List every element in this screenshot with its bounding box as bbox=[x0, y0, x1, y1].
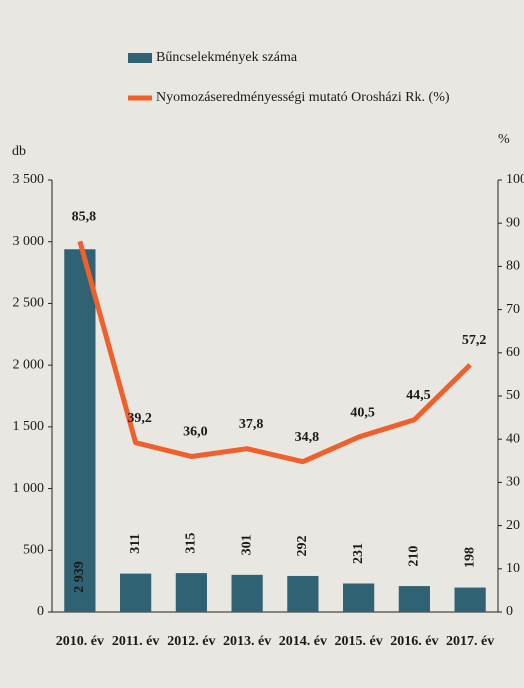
x-tick-label: 2015. év bbox=[335, 634, 383, 649]
line-value-label: 39,2 bbox=[127, 411, 152, 426]
bar-value-label: 198 bbox=[462, 547, 477, 568]
bar bbox=[175, 573, 207, 612]
y2-tick-label: 20 bbox=[506, 518, 520, 533]
y2-tick-label: 0 bbox=[506, 604, 513, 619]
bar-value-label: 315 bbox=[184, 533, 199, 554]
y2-tick-label: 30 bbox=[506, 475, 520, 490]
y2-tick-label: 40 bbox=[506, 431, 520, 446]
bar bbox=[454, 587, 486, 612]
y-tick-label: 2 000 bbox=[13, 357, 45, 372]
y-tick-label: 3 500 bbox=[13, 172, 45, 187]
x-tick-label: 2017. év bbox=[446, 634, 494, 649]
line-value-label: 34,8 bbox=[295, 430, 320, 445]
x-tick-label: 2016. év bbox=[390, 634, 438, 649]
bar bbox=[287, 575, 319, 612]
y-tick-label: 2 500 bbox=[13, 296, 45, 311]
x-tick-label: 2012. év bbox=[167, 634, 215, 649]
line-value-label: 44,5 bbox=[406, 388, 431, 403]
line bbox=[77, 240, 472, 465]
bar bbox=[343, 583, 375, 612]
y-tick-label: 1 500 bbox=[13, 419, 45, 434]
line-value-label: 37,8 bbox=[239, 417, 264, 432]
line-value-label: 57,2 bbox=[462, 333, 487, 348]
line-value-label: 36,0 bbox=[183, 425, 208, 440]
bar bbox=[64, 249, 96, 613]
bar-value-label: 311 bbox=[128, 533, 143, 553]
y2-tick-label: 80 bbox=[506, 259, 520, 274]
legend-label: Nyomozáseredményességi mutató Orosházi R… bbox=[156, 90, 450, 105]
bar bbox=[398, 586, 430, 612]
bar-value-label: 210 bbox=[407, 546, 422, 567]
legend-label: Bűncselekmények száma bbox=[156, 50, 298, 65]
y-tick-label: 500 bbox=[23, 543, 44, 558]
bar-value-label: 292 bbox=[295, 535, 310, 556]
legend-swatch bbox=[128, 53, 152, 63]
y-tick-label: 0 bbox=[37, 604, 44, 619]
y2-tick-label: 90 bbox=[506, 215, 520, 230]
y-tick-label: 1 000 bbox=[13, 481, 45, 496]
bar bbox=[231, 574, 263, 612]
x-tick-label: 2014. év bbox=[279, 634, 327, 649]
y2-tick-label: 50 bbox=[506, 388, 520, 403]
y-tick-label: 3 000 bbox=[13, 234, 45, 249]
y-axis-label: db bbox=[12, 144, 26, 159]
bar-value-label: 231 bbox=[351, 543, 366, 564]
line-value-label: 40,5 bbox=[350, 405, 375, 420]
bar bbox=[120, 573, 152, 612]
line-value-label: 85,8 bbox=[72, 210, 97, 225]
y2-tick-label: 70 bbox=[506, 302, 520, 317]
y2-tick-label: 10 bbox=[506, 561, 520, 576]
bar-value-label: 301 bbox=[239, 534, 254, 555]
x-tick-label: 2011. év bbox=[112, 634, 159, 649]
y2-axis-label: % bbox=[498, 132, 510, 147]
x-tick-label: 2013. év bbox=[223, 634, 271, 649]
bar-value-label: 2 939 bbox=[72, 561, 87, 593]
x-tick-label: 2010. év bbox=[56, 634, 104, 649]
y2-tick-label: 100 bbox=[506, 172, 524, 187]
y2-tick-label: 60 bbox=[506, 345, 520, 360]
